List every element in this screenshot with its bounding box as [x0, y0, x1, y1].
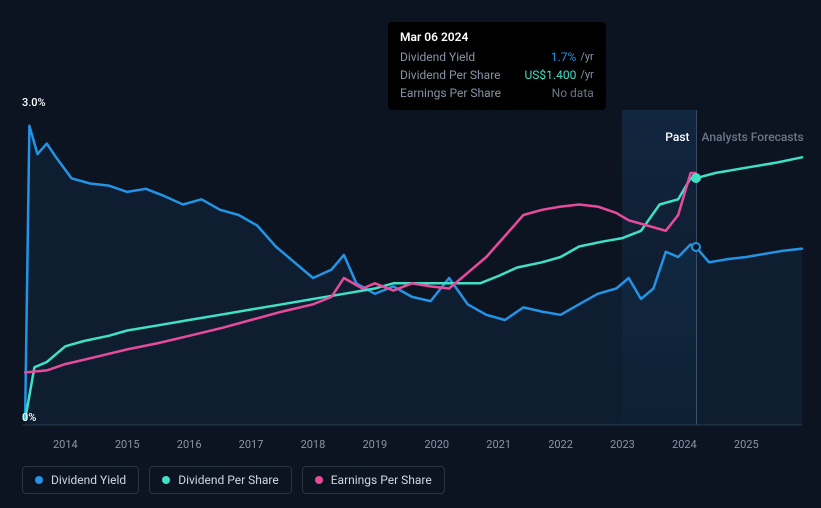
x-tick-label: 2025: [734, 438, 759, 451]
x-tick-label: 2018: [301, 438, 326, 451]
x-tick-label: 2020: [424, 438, 449, 451]
x-tick-label: 2015: [115, 438, 140, 451]
legend-item-dividend-per-share[interactable]: Dividend Per Share: [149, 466, 292, 494]
legend-label: Earnings Per Share: [331, 473, 432, 487]
tooltip-row-value: US$1.400/yr: [525, 68, 594, 82]
legend-dot-icon: [35, 476, 43, 484]
x-tick-label: 2016: [177, 438, 202, 451]
tooltip-row-label: Earnings Per Share: [400, 86, 501, 100]
chart-legend: Dividend Yield Dividend Per Share Earnings…: [22, 466, 445, 494]
x-tick-label: 2023: [610, 438, 635, 451]
x-tick-label: 2024: [672, 438, 697, 451]
tooltip-row-value: 1.7%/yr: [551, 50, 594, 64]
tooltip-rows: Dividend Yield 1.7%/yr Dividend Per Share U…: [400, 48, 594, 102]
tooltip-row-label: Dividend Yield: [400, 50, 475, 64]
legend-item-dividend-yield[interactable]: Dividend Yield: [22, 466, 139, 494]
legend-label: Dividend Per Share: [178, 473, 279, 487]
chart-tooltip: Mar 06 2024 Dividend Yield1.7%/yrDividen…: [388, 22, 606, 110]
x-tick-label: 2014: [53, 438, 78, 451]
marker-dividend_yield: [691, 242, 701, 252]
x-tick-label: 2022: [548, 438, 573, 451]
marker-dividend_per_share: [691, 173, 701, 183]
legend-item-earnings-per-share[interactable]: Earnings Per Share: [302, 466, 445, 494]
x-tick-label: 2021: [486, 438, 511, 451]
tooltip-row-value: No data: [552, 86, 594, 100]
legend-label: Dividend Yield: [51, 473, 126, 487]
y-tick-label: 3.0%: [22, 96, 46, 109]
tooltip-row: Dividend Per Share US$1.400/yr: [400, 66, 594, 84]
tooltip-row: Earnings Per Share No data: [400, 84, 594, 102]
x-tick-label: 2017: [239, 438, 264, 451]
section-forecast-label: Analysts Forecasts: [702, 130, 804, 144]
tooltip-date: Mar 06 2024: [400, 30, 594, 44]
tooltip-row: Dividend Yield 1.7%/yr: [400, 48, 594, 66]
tooltip-row-label: Dividend Per Share: [400, 68, 501, 82]
section-past-label: Past: [665, 130, 689, 144]
legend-dot-icon: [315, 476, 323, 484]
legend-dot-icon: [162, 476, 170, 484]
x-tick-label: 2019: [362, 438, 387, 451]
dividend-chart: Past Analysts Forecasts Mar 06 2024 Divi…: [0, 0, 821, 508]
y-tick-label: 0%: [22, 411, 36, 424]
